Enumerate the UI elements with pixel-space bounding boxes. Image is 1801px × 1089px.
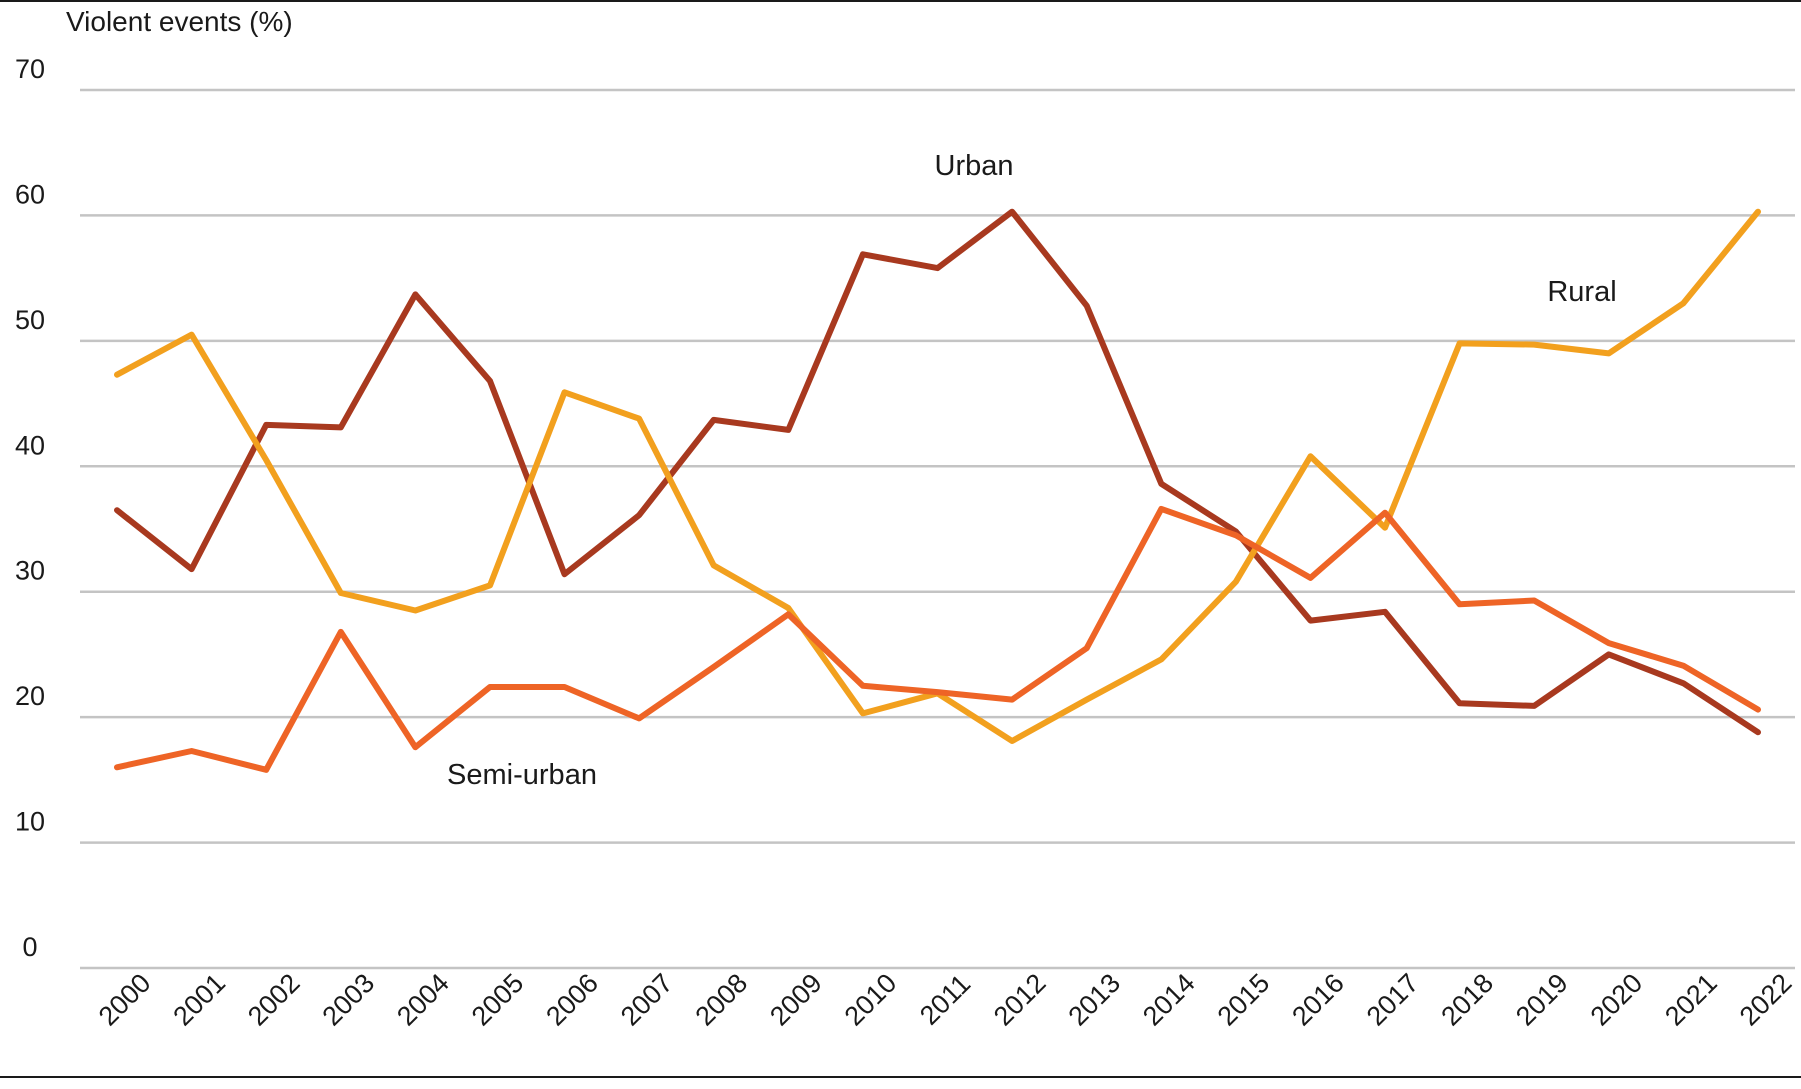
y-tick-label-40: 40 [15,430,45,460]
y-tick-label-10: 10 [15,807,45,837]
x-tick-label-2022: 2022 [1734,968,1798,1032]
x-tick-label-2011: 2011 [914,969,976,1031]
y-axis-tick-labels: 0 10 20 30 40 50 60 70 [15,54,45,962]
x-tick-label-2001: 2001 [167,968,231,1032]
gridlines [80,88,1795,970]
x-tick-label-2016: 2016 [1286,968,1350,1032]
x-tick-label-2005: 2005 [466,968,530,1032]
x-tick-label-2020: 2020 [1585,968,1649,1032]
x-tick-label-2008: 2008 [690,968,754,1032]
x-tick-label-2007: 2007 [615,968,679,1032]
x-tick-label-2019: 2019 [1510,968,1574,1032]
x-tick-label-2014: 2014 [1137,968,1201,1032]
x-tick-label-2017: 2017 [1361,968,1425,1032]
series-label-semi-urban: Semi-urban [447,759,597,791]
x-tick-label-2009: 2009 [764,968,828,1032]
x-tick-label-2003: 2003 [317,968,381,1032]
y-tick-label-60: 60 [15,179,45,209]
y-tick-label-50: 50 [15,305,45,335]
series-label-urban: Urban [935,150,1014,182]
x-tick-label-2012: 2012 [988,968,1052,1032]
x-axis-tick-labels: 2000 2001 2002 2003 2004 2005 2006 2007 2008 2009… [93,968,1798,1032]
y-tick-label-70: 70 [15,54,45,84]
y-tick-label-0: 0 [22,932,37,962]
x-tick-label-2010: 2010 [839,968,903,1032]
x-tick-label-2002: 2002 [242,968,306,1032]
y-axis-title: Violent events (%) [66,6,293,37]
x-tick-label-2018: 2018 [1435,968,1499,1032]
y-tick-label-20: 20 [15,681,45,711]
series-labels: Urban Rural Semi-urban [447,150,1617,791]
series-lines [114,208,1761,773]
series-line-urban [114,208,1761,736]
x-tick-label-2013: 2013 [1062,968,1126,1032]
series-label-rural: Rural [1547,276,1616,308]
x-tick-label-2021: 2021 [1659,968,1723,1032]
x-tick-label-2000: 2000 [93,968,157,1032]
x-tick-label-2015: 2015 [1212,968,1276,1032]
x-tick-label-2004: 2004 [391,968,455,1032]
y-tick-label-30: 30 [15,556,45,586]
x-tick-label-2006: 2006 [540,968,604,1032]
series-line-semi-urban [114,505,1761,773]
